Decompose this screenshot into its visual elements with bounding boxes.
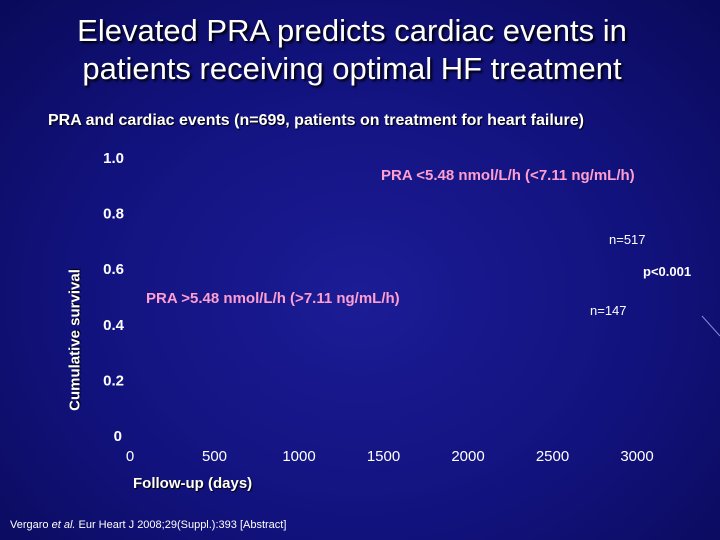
y-tick-label: 0.8 bbox=[103, 206, 124, 223]
slide-title: Elevated PRA predicts cardiac events in … bbox=[0, 12, 704, 88]
x-tick-labels: 0 500 1000 1500 2000 2500 3000 bbox=[126, 448, 654, 465]
x-tick-label: 3000 bbox=[620, 448, 653, 465]
title-line-1: Elevated PRA predicts cardiac events in bbox=[77, 13, 627, 48]
y-tick-label: 0 bbox=[114, 428, 122, 445]
x-tick-label: 1500 bbox=[367, 448, 400, 465]
y-tick-label: 0.4 bbox=[103, 317, 125, 334]
x-tick-label: 2500 bbox=[536, 448, 569, 465]
y-tick-label: 1.0 bbox=[103, 150, 124, 167]
chart-subtitle: PRA and cardiac events (n=699, patients … bbox=[48, 112, 584, 129]
x-tick-label: 1000 bbox=[282, 448, 315, 465]
citation: Vergaro et al. Eur Heart J 2008;29(Suppl… bbox=[10, 519, 286, 531]
title-line-2: patients receiving optimal HF treatment bbox=[82, 51, 622, 86]
x-tick-label: 2000 bbox=[451, 448, 484, 465]
y-tick-labels: 0 0.2 0.4 0.6 0.8 1.0 bbox=[103, 150, 125, 445]
y-tick-label: 0.6 bbox=[103, 261, 124, 278]
decorative-line bbox=[701, 315, 720, 337]
y-axis-label: Cumulative survival bbox=[66, 269, 84, 411]
series-label-low-pra: PRA <5.48 nmol/L/h (<7.11 ng/mL/h) bbox=[381, 167, 635, 184]
citation-rest: Eur Heart J 2008;29(Suppl.):393 [Abstrac… bbox=[75, 519, 287, 531]
chart-annotations: PRA <5.48 nmol/L/h (<7.11 ng/mL/h) n=517… bbox=[146, 167, 691, 318]
x-tick-label: 500 bbox=[202, 448, 227, 465]
p-value-label: p<0.001 bbox=[643, 264, 691, 279]
series-label-high-pra: PRA >5.48 nmol/L/h (>7.11 ng/mL/h) bbox=[146, 290, 400, 307]
y-tick-label: 0.2 bbox=[103, 372, 124, 389]
citation-etal: et al. bbox=[51, 519, 76, 531]
n-label-high-pra: n=147 bbox=[590, 303, 627, 318]
x-axis-label: Follow-up (days) bbox=[133, 475, 253, 492]
n-label-low-pra: n=517 bbox=[609, 232, 646, 247]
citation-author: Vergaro bbox=[10, 519, 52, 531]
x-tick-label: 0 bbox=[126, 448, 134, 465]
